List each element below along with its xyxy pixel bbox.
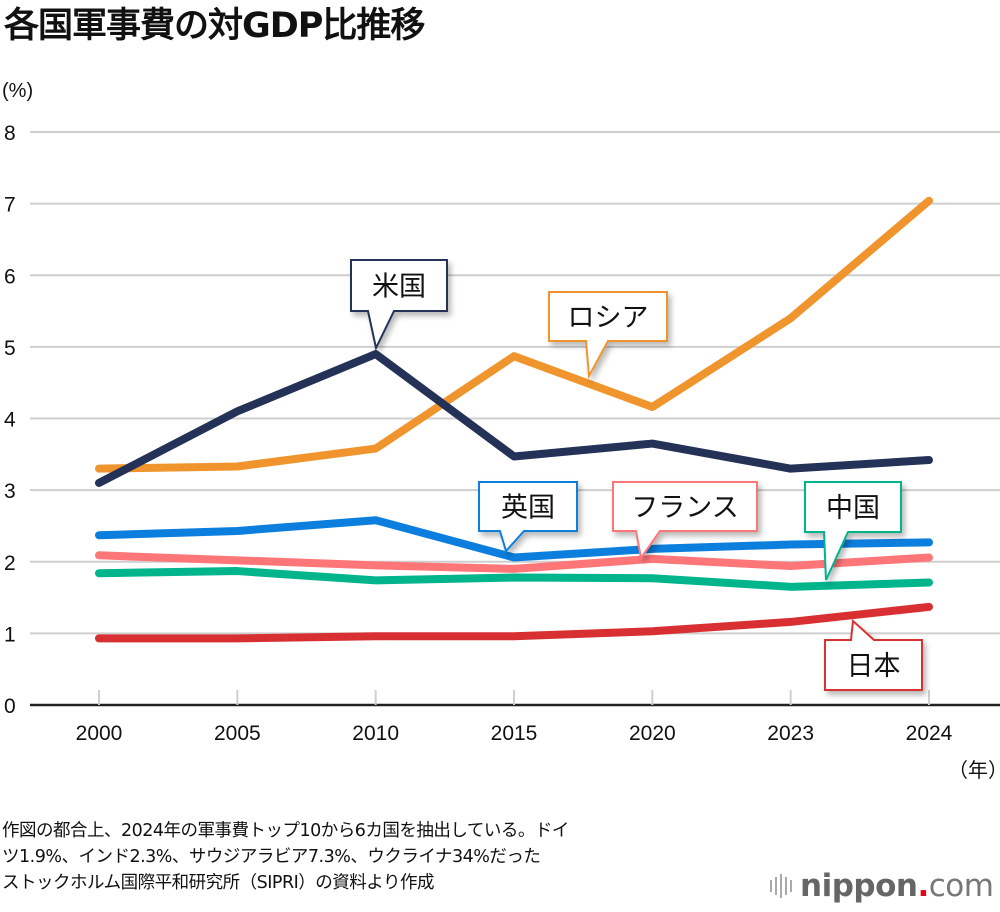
x-tick-label: 2024 — [906, 722, 953, 745]
note-line: ツ1.9%、インド2.3%、サウジアラビア7.3%、ウクライナ34%だった — [2, 847, 541, 867]
series-line-japan — [95, 602, 933, 643]
callout-box — [478, 481, 578, 553]
callout-russia — [548, 291, 668, 380]
series-line-china — [95, 567, 933, 591]
logo-text: nippon.com — [800, 868, 994, 904]
callout-box — [548, 291, 668, 380]
x-axis-ticks: 2000 2005 2010 2015 2020 2023 2024 — [76, 690, 953, 745]
x-axis-unit: （年） — [948, 758, 1000, 782]
y-tick-label: 2 — [4, 552, 16, 575]
callout-label-usa: 米国 — [372, 272, 426, 303]
y-tick-label: 5 — [4, 337, 16, 360]
x-tick-label: 2023 — [767, 722, 814, 745]
callout-label-china: 中国 — [826, 493, 880, 524]
series-line-france — [95, 551, 933, 573]
x-tick-label: 2005 — [214, 722, 261, 745]
series-line-russia — [95, 196, 933, 473]
note-line: 作図の都合上、2024年の軍事費トップ10から6カ国を抽出している。ドイ — [2, 821, 569, 841]
y-tick-label: 3 — [4, 480, 16, 503]
note-line: ストックホルム国際平和研究所（SIPRI）の資料より作成 — [2, 873, 434, 893]
callout-label-uk: 英国 — [501, 493, 555, 524]
chart-title: 各国軍事費の対GDP比推移 — [4, 6, 425, 46]
callout-box — [612, 481, 758, 561]
callout-china — [804, 481, 902, 581]
callout-france — [612, 481, 758, 561]
callout-box — [350, 259, 448, 352]
y-tick-label: 8 — [4, 122, 16, 145]
callout-uk — [478, 481, 578, 553]
nippon-logo: nippon.com — [770, 866, 994, 906]
callout-box — [804, 481, 902, 581]
series-lines — [95, 196, 933, 643]
y-tick-label: 6 — [4, 265, 16, 288]
chart-notes: 作図の都合上、2024年の軍事費トップ10から6カ国を抽出している。ドイ ツ1.… — [2, 818, 569, 896]
callout-japan — [824, 618, 923, 691]
y-axis-unit: (%) — [2, 80, 34, 102]
x-tick-label: 2020 — [629, 722, 676, 745]
y-tick-label: 1 — [4, 623, 16, 646]
series-line-usa — [95, 350, 933, 487]
callout-label-japan: 日本 — [847, 651, 901, 682]
callout-label-france: フランス — [631, 493, 738, 524]
y-axis-ticks: 0 1 2 3 4 5 6 7 8 — [4, 122, 16, 718]
line-chart: 0 1 2 3 4 5 6 7 8 2000 2005 2010 2015 2020 2023 2024 米… — [4, 122, 1000, 745]
callout-label-russia: ロシア — [568, 303, 649, 334]
callout-box — [824, 618, 923, 691]
series-line-uk — [95, 516, 933, 562]
y-tick-label: 0 — [4, 695, 16, 718]
x-tick-label: 2015 — [491, 722, 538, 745]
callout-usa — [350, 259, 448, 352]
x-tick-label: 2010 — [352, 722, 399, 745]
gridlines — [30, 131, 1000, 707]
x-tick-label: 2000 — [76, 722, 123, 745]
y-tick-label: 7 — [4, 194, 16, 217]
y-tick-label: 4 — [4, 409, 16, 432]
logo-bars-icon — [770, 874, 792, 898]
